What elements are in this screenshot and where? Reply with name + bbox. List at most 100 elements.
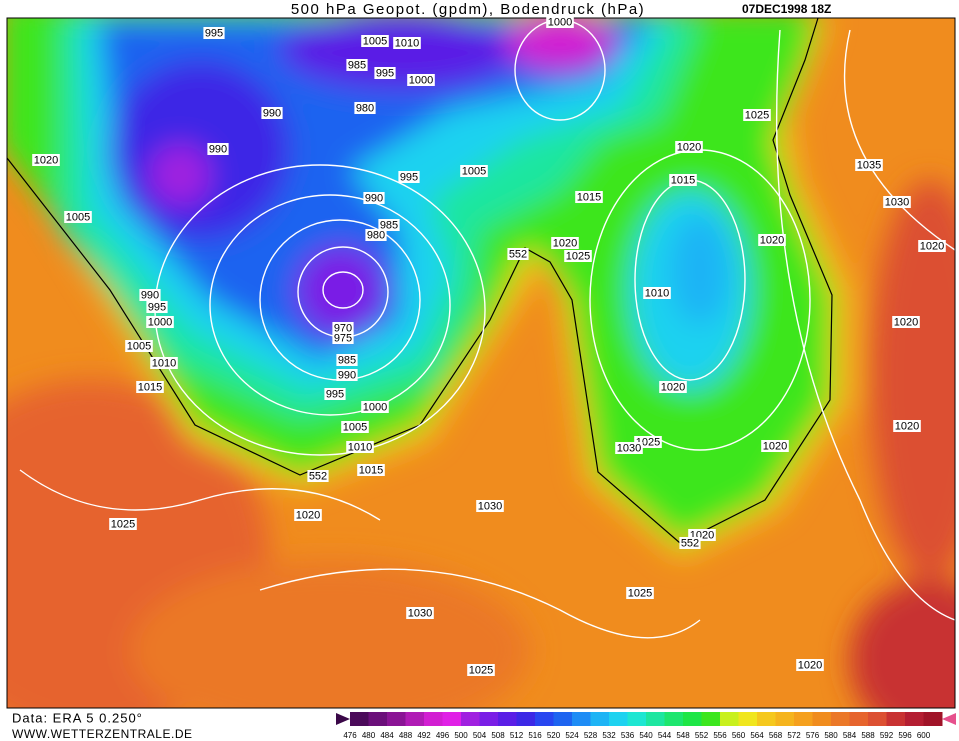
colorbar-label: 488 <box>399 731 413 740</box>
label-box <box>507 248 529 260</box>
isobar-label: 1000 <box>548 16 572 28</box>
colorbar-swatch <box>794 712 813 726</box>
label-box <box>659 381 687 393</box>
colorbar-swatch <box>461 712 480 726</box>
isobar-label: 1010 <box>152 357 176 369</box>
colorbar-label: 596 <box>898 731 912 740</box>
colorbar-label: 576 <box>806 731 820 740</box>
label-box <box>332 322 354 334</box>
label-box <box>125 340 153 352</box>
label-box <box>761 440 789 452</box>
isobar-label: 980 <box>367 229 385 241</box>
isobar-label: 1025 <box>111 518 135 530</box>
colorbar-label: 600 <box>917 731 931 740</box>
label-box <box>564 250 592 262</box>
isobar-label: 995 <box>400 171 418 183</box>
colorbar-label: 484 <box>380 731 394 740</box>
colorbar-label: 548 <box>676 731 690 740</box>
isobar-label: 1020 <box>661 381 685 393</box>
isobar-label: 1030 <box>617 442 641 454</box>
colorbar-label: 544 <box>658 731 672 740</box>
label-box <box>109 518 137 530</box>
isobar-label: 552 <box>509 248 527 260</box>
label-box <box>626 587 654 599</box>
isobar-label: 1030 <box>885 196 909 208</box>
colorbar-label: 532 <box>602 731 616 740</box>
label-box <box>398 171 420 183</box>
label-box <box>855 159 883 171</box>
label-box <box>374 67 396 79</box>
colorbar-label: 528 <box>584 731 598 740</box>
isobar-label: 1005 <box>462 165 486 177</box>
colorbar-swatch <box>812 712 832 726</box>
label-box <box>575 191 603 203</box>
isobar-label: 1005 <box>363 35 387 47</box>
isobar-label: 1020 <box>763 440 787 452</box>
colorbar-label: 504 <box>473 731 487 740</box>
colorbar-label: 588 <box>861 731 875 740</box>
isobar-label: 985 <box>338 354 356 366</box>
isobar-label: 1015 <box>359 464 383 476</box>
isobar-label: 995 <box>326 388 344 400</box>
label-box <box>357 464 385 476</box>
colorbar-swatch <box>757 712 776 726</box>
isobar-label: 1025 <box>745 109 769 121</box>
label-box <box>146 316 174 328</box>
label-box <box>32 154 60 166</box>
isobar-label: 552 <box>309 470 327 482</box>
colorbar-swatch <box>387 712 406 726</box>
isobar-label: 1000 <box>363 401 387 413</box>
colorbar-label: 496 <box>436 731 450 740</box>
isobar-label: 1030 <box>478 500 502 512</box>
colorbar-swatch <box>535 712 554 726</box>
isobar-label: 552 <box>681 537 699 549</box>
isobar-label: 1005 <box>343 421 367 433</box>
isobar-label: 1015 <box>671 174 695 186</box>
colorbar-swatch <box>905 712 924 726</box>
isobar-label: 1010 <box>348 441 372 453</box>
isobar-label: 990 <box>338 369 356 381</box>
colorbar-label: 572 <box>787 731 801 740</box>
label-box <box>341 421 369 433</box>
colorbar-label: 584 <box>843 731 857 740</box>
isobar-label: 995 <box>376 67 394 79</box>
isobar-label: 1035 <box>857 159 881 171</box>
isobar-label: 1015 <box>577 191 601 203</box>
label-box <box>743 109 771 121</box>
colorbar-end <box>336 713 350 725</box>
label-box <box>203 27 225 39</box>
isobar-label: 1020 <box>920 240 944 252</box>
label-box <box>893 420 921 432</box>
label-box <box>136 381 164 393</box>
colorbar-swatch <box>572 712 591 726</box>
colorbar-label: 564 <box>750 731 764 740</box>
colorbar-swatch <box>849 712 869 726</box>
colorbar-swatch <box>923 712 943 726</box>
isobar-label: 1025 <box>566 250 590 262</box>
label-box <box>460 165 488 177</box>
colorbar-swatch <box>479 712 499 726</box>
isobar-label: 985 <box>348 59 366 71</box>
label-box <box>551 237 579 249</box>
isobar-label: 990 <box>209 143 227 155</box>
label-box <box>336 354 358 366</box>
label-box <box>346 441 374 453</box>
label-box <box>354 102 376 114</box>
label-box <box>883 196 911 208</box>
label-box <box>336 369 358 381</box>
colorbar-swatch <box>405 712 425 726</box>
label-box <box>294 509 322 521</box>
isobar-label: 1010 <box>645 287 669 299</box>
isobar-label: 1025 <box>469 664 493 676</box>
label-box <box>643 287 671 299</box>
colorbar-swatch <box>701 712 721 726</box>
label-box <box>476 500 504 512</box>
colorbar-label: 540 <box>639 731 653 740</box>
colorbar-label: 508 <box>491 731 505 740</box>
colorbar-swatch <box>498 712 517 726</box>
isobar-label: 1020 <box>894 316 918 328</box>
isobar-label: 980 <box>356 102 374 114</box>
colorbar-swatch <box>350 712 369 726</box>
colorbar-swatch <box>590 712 610 726</box>
